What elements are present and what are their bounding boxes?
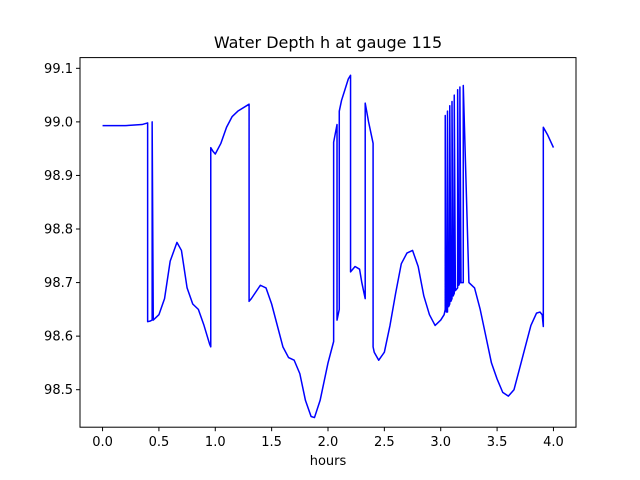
y-tick-label: 98.8 — [44, 223, 73, 238]
y-tick-label: 98.5 — [44, 383, 73, 398]
series-line — [102, 74, 555, 419]
x-tick-label: 2.0 — [318, 435, 339, 450]
x-axis: 0.0 0.5 1.0 1.5 2.0 2.5 3.0 3.5 4.0 — [92, 427, 564, 450]
y-axis: 98.5 98.6 98.7 98.8 98.9 99.0 99.1 — [44, 62, 80, 398]
x-tick-label: 0.5 — [149, 435, 170, 450]
y-tick-label: 99.0 — [44, 115, 73, 130]
x-tick-label: 0.0 — [92, 435, 113, 450]
y-tick-label: 99.1 — [44, 62, 73, 77]
chart-title: Water Depth h at gauge 115 — [213, 33, 443, 52]
x-tick-label: 1.0 — [205, 435, 226, 450]
x-tick-label: 1.5 — [261, 435, 282, 450]
x-tick-label: 4.0 — [543, 435, 564, 450]
y-tick-label: 98.9 — [44, 169, 73, 184]
y-tick-label: 98.7 — [44, 276, 73, 291]
x-tick-label: 2.5 — [374, 435, 395, 450]
x-tick-label: 3.5 — [487, 435, 508, 450]
y-tick-label: 98.6 — [44, 330, 73, 345]
x-axis-label: hours — [309, 454, 347, 469]
plot-area-frame — [79, 57, 577, 428]
series-layer — [102, 74, 555, 419]
x-tick-label: 3.0 — [430, 435, 451, 450]
